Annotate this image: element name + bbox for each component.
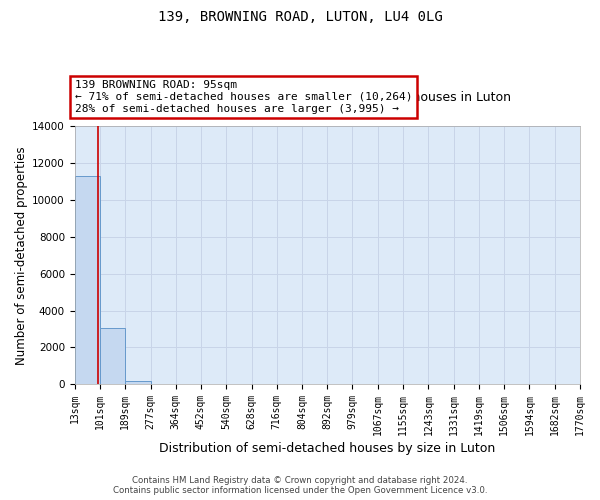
Bar [125,380,151,384]
Title: Size of property relative to semi-detached houses in Luton: Size of property relative to semi-detach… [144,92,511,104]
Text: 139, BROWNING ROAD, LUTON, LU4 0LG: 139, BROWNING ROAD, LUTON, LU4 0LG [158,10,442,24]
X-axis label: Distribution of semi-detached houses by size in Luton: Distribution of semi-detached houses by … [159,442,496,455]
Bar [100,328,125,384]
Text: 139 BROWNING ROAD: 95sqm
← 71% of semi-detached houses are smaller (10,264)
28% : 139 BROWNING ROAD: 95sqm ← 71% of semi-d… [74,80,412,114]
Text: Contains HM Land Registry data © Crown copyright and database right 2024.
Contai: Contains HM Land Registry data © Crown c… [113,476,487,495]
Y-axis label: Number of semi-detached properties: Number of semi-detached properties [15,146,28,364]
Bar [74,176,100,384]
